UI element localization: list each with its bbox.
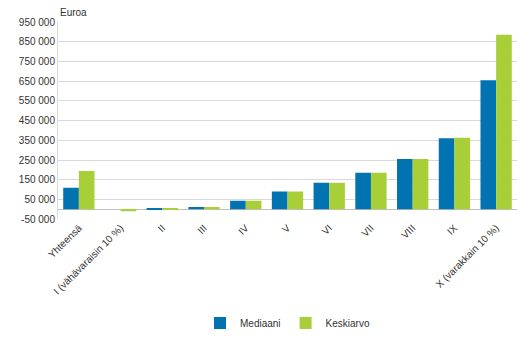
svg-text:950 000: 950 000 xyxy=(19,17,56,28)
svg-text:VIII: VIII xyxy=(399,222,417,240)
svg-text:V: V xyxy=(280,222,293,235)
svg-text:IX: IX xyxy=(445,222,460,237)
svg-text:-50 000: -50 000 xyxy=(21,214,55,225)
svg-text:VI: VI xyxy=(320,222,334,236)
svg-text:IV: IV xyxy=(236,222,251,237)
svg-text:750 000: 750 000 xyxy=(19,56,56,67)
svg-text:250 000: 250 000 xyxy=(19,155,56,166)
svg-text:II: II xyxy=(156,222,168,234)
svg-text:Keskiarvo: Keskiarvo xyxy=(326,318,370,329)
svg-text:50 000: 50 000 xyxy=(24,194,55,205)
svg-text:650 000: 650 000 xyxy=(19,76,56,87)
svg-text:III: III xyxy=(195,222,209,236)
svg-text:Euroa: Euroa xyxy=(60,7,87,18)
svg-text:Yhteensä: Yhteensä xyxy=(46,222,84,260)
svg-text:VII: VII xyxy=(359,222,375,238)
svg-text:450 000: 450 000 xyxy=(19,115,56,126)
svg-text:550 000: 550 000 xyxy=(19,95,56,106)
svg-text:350 000: 350 000 xyxy=(19,135,56,146)
svg-text:150 000: 150 000 xyxy=(19,174,56,185)
svg-text:850 000: 850 000 xyxy=(19,36,56,47)
svg-text:X (varakkain 10 %): X (varakkain 10 %) xyxy=(434,222,502,290)
svg-text:I (vähävaraisin 10 %): I (vähävaraisin 10 %) xyxy=(51,222,125,296)
svg-text:Mediaani: Mediaani xyxy=(240,318,281,329)
